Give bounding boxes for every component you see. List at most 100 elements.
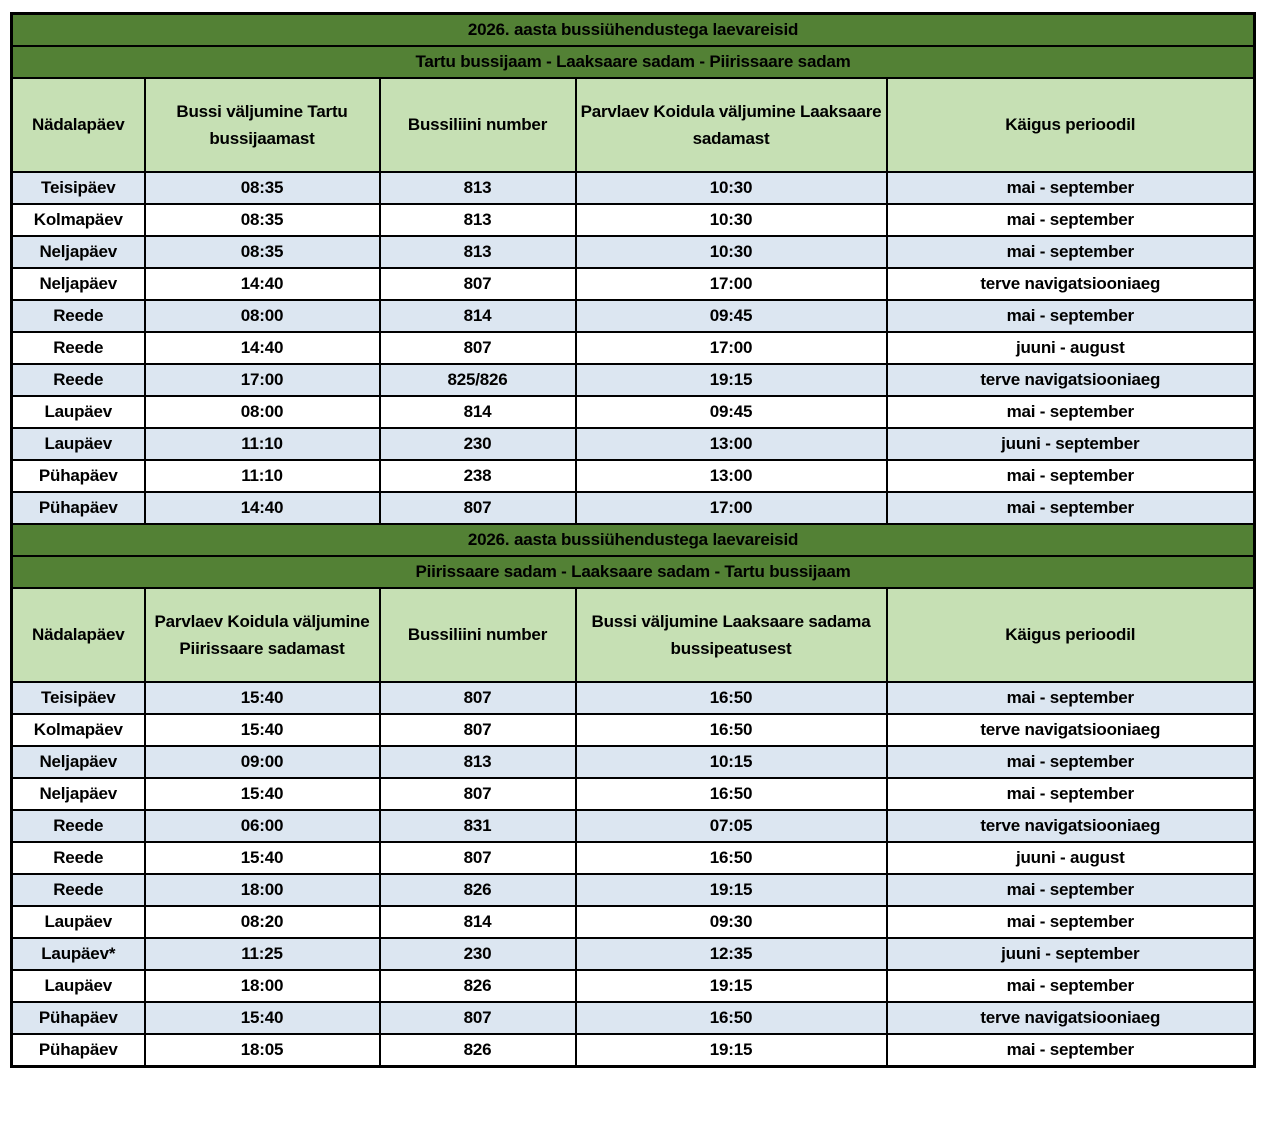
period-cell: juuni - september bbox=[885, 937, 1256, 971]
day-cell: Reede bbox=[10, 299, 146, 333]
bus-line-cell: 238 bbox=[378, 459, 577, 493]
bus-line-cell: 814 bbox=[378, 299, 577, 333]
departure-time-cell: 08:35 bbox=[143, 203, 381, 237]
column-header-arrival-time: Parvlaev Koidula väljumine Laaksaare sad… bbox=[574, 77, 888, 173]
period-cell: mai - september bbox=[885, 873, 1256, 907]
bus-line-cell: 813 bbox=[378, 235, 577, 269]
departure-time-cell: 15:40 bbox=[143, 777, 381, 811]
departure-time-cell: 06:00 bbox=[143, 809, 381, 843]
bus-line-cell: 825/826 bbox=[378, 363, 577, 397]
bus-line-cell: 826 bbox=[378, 1033, 577, 1068]
departure-time-cell: 14:40 bbox=[143, 331, 381, 365]
period-cell: mai - september bbox=[885, 905, 1256, 939]
departure-time-cell: 14:40 bbox=[143, 267, 381, 301]
arrival-time-cell: 07:05 bbox=[574, 809, 888, 843]
departure-time-cell: 14:40 bbox=[143, 491, 381, 525]
bus-line-cell: 807 bbox=[378, 841, 577, 875]
departure-time-cell: 15:40 bbox=[143, 841, 381, 875]
period-cell: mai - september bbox=[885, 235, 1256, 269]
column-header-departure-time: Parvlaev Koidula väljumine Piirissaare s… bbox=[143, 587, 381, 683]
column-header-arrival-time: Bussi väljumine Laaksaare sadama bussipe… bbox=[574, 587, 888, 683]
column-header-row: Nädalapäev Bussi väljumine Tartu bussijaa… bbox=[10, 77, 1256, 173]
bus-line-cell: 814 bbox=[378, 395, 577, 429]
column-header-day: Nädalapäev bbox=[10, 77, 146, 173]
column-header-period: Käigus perioodil bbox=[885, 77, 1256, 173]
departure-time-cell: 08:35 bbox=[143, 171, 381, 205]
table-row: Laupäev 11:10 230 13:00 juuni - september bbox=[10, 427, 1256, 461]
period-cell: mai - september bbox=[885, 777, 1256, 811]
arrival-time-cell: 09:45 bbox=[574, 299, 888, 333]
day-cell: Reede bbox=[10, 873, 146, 907]
period-cell: mai - september bbox=[885, 459, 1256, 493]
arrival-time-cell: 16:50 bbox=[574, 713, 888, 747]
day-cell: Reede bbox=[10, 363, 146, 397]
arrival-time-cell: 12:35 bbox=[574, 937, 888, 971]
arrival-time-cell: 19:15 bbox=[574, 1033, 888, 1068]
bus-ferry-timetable: 2026. aasta bussiühendustega laevareisid… bbox=[10, 12, 1257, 1068]
column-header-departure-time: Bussi väljumine Tartu bussijaamast bbox=[143, 77, 381, 173]
table-row: Teisipäev 15:40 807 16:50 mai - september bbox=[10, 681, 1256, 715]
table-row: Pühapäev 11:10 238 13:00 mai - september bbox=[10, 459, 1256, 493]
day-cell: Kolmapäev bbox=[10, 713, 146, 747]
arrival-time-cell: 17:00 bbox=[574, 331, 888, 365]
table-row: Reede 06:00 831 07:05 terve navigatsiooniaeg bbox=[10, 809, 1256, 843]
day-cell: Laupäev bbox=[10, 427, 146, 461]
column-header-bus-line: Bussiliini number bbox=[378, 77, 577, 173]
bus-line-cell: 826 bbox=[378, 873, 577, 907]
bus-line-cell: 807 bbox=[378, 1001, 577, 1035]
day-cell: Kolmapäev bbox=[10, 203, 146, 237]
arrival-time-cell: 10:30 bbox=[574, 203, 888, 237]
bus-line-cell: 813 bbox=[378, 203, 577, 237]
arrival-time-cell: 19:15 bbox=[574, 873, 888, 907]
arrival-time-cell: 19:15 bbox=[574, 363, 888, 397]
departure-time-cell: 11:25 bbox=[143, 937, 381, 971]
table-row: Kolmapäev 15:40 807 16:50 terve navigatsioon… bbox=[10, 713, 1256, 747]
departure-time-cell: 08:35 bbox=[143, 235, 381, 269]
bus-line-cell: 230 bbox=[378, 937, 577, 971]
departure-time-cell: 08:00 bbox=[143, 299, 381, 333]
arrival-time-cell: 09:30 bbox=[574, 905, 888, 939]
table-row: Neljapäev 15:40 807 16:50 mai - september bbox=[10, 777, 1256, 811]
departure-time-cell: 11:10 bbox=[143, 427, 381, 461]
day-cell: Laupäev bbox=[10, 905, 146, 939]
bus-line-cell: 230 bbox=[378, 427, 577, 461]
table-title-row: 2026. aasta bussiühendustega laevareisid bbox=[10, 523, 1256, 557]
day-cell: Neljapäev bbox=[10, 235, 146, 269]
column-header-day: Nädalapäev bbox=[10, 587, 146, 683]
arrival-time-cell: 16:50 bbox=[574, 841, 888, 875]
period-cell: mai - september bbox=[885, 203, 1256, 237]
table-subtitle-row: Piirissaare sadam - Laaksaare sadam - Ta… bbox=[10, 555, 1256, 589]
period-cell: mai - september bbox=[885, 299, 1256, 333]
departure-time-cell: 17:00 bbox=[143, 363, 381, 397]
departure-time-cell: 09:00 bbox=[143, 745, 381, 779]
day-cell: Reede bbox=[10, 809, 146, 843]
departure-time-cell: 18:00 bbox=[143, 873, 381, 907]
arrival-time-cell: 10:15 bbox=[574, 745, 888, 779]
arrival-time-cell: 09:45 bbox=[574, 395, 888, 429]
table-row: Neljapäev 09:00 813 10:15 mai - september bbox=[10, 745, 1256, 779]
table-row: Laupäev 08:20 814 09:30 mai - september bbox=[10, 905, 1256, 939]
period-cell: terve navigatsiooniaeg bbox=[885, 267, 1256, 301]
table-row: Reede 17:00 825/826 19:15 terve navigatsioon… bbox=[10, 363, 1256, 397]
period-cell: mai - september bbox=[885, 969, 1256, 1003]
table-row: Reede 18:00 826 19:15 mai - september bbox=[10, 873, 1256, 907]
departure-time-cell: 11:10 bbox=[143, 459, 381, 493]
day-cell: Neljapäev bbox=[10, 267, 146, 301]
bus-line-cell: 807 bbox=[378, 777, 577, 811]
departure-time-cell: 08:20 bbox=[143, 905, 381, 939]
table-row: Laupäev 08:00 814 09:45 mai - september bbox=[10, 395, 1256, 429]
bus-line-cell: 807 bbox=[378, 713, 577, 747]
table-row: Reede 08:00 814 09:45 mai - september bbox=[10, 299, 1256, 333]
table-row: Teisipäev 08:35 813 10:30 mai - september bbox=[10, 171, 1256, 205]
bus-line-cell: 807 bbox=[378, 331, 577, 365]
table-row: Pühapäev 15:40 807 16:50 terve navigatsiooni… bbox=[10, 1001, 1256, 1035]
period-cell: mai - september bbox=[885, 745, 1256, 779]
table-row: Neljapäev 14:40 807 17:00 terve navigatsioon… bbox=[10, 267, 1256, 301]
day-cell: Reede bbox=[10, 331, 146, 365]
day-cell: Teisipäev bbox=[10, 171, 146, 205]
period-cell: mai - september bbox=[885, 171, 1256, 205]
period-cell: terve navigatsiooniaeg bbox=[885, 363, 1256, 397]
day-cell: Pühapäev bbox=[10, 459, 146, 493]
arrival-time-cell: 13:00 bbox=[574, 427, 888, 461]
bus-line-cell: 807 bbox=[378, 491, 577, 525]
